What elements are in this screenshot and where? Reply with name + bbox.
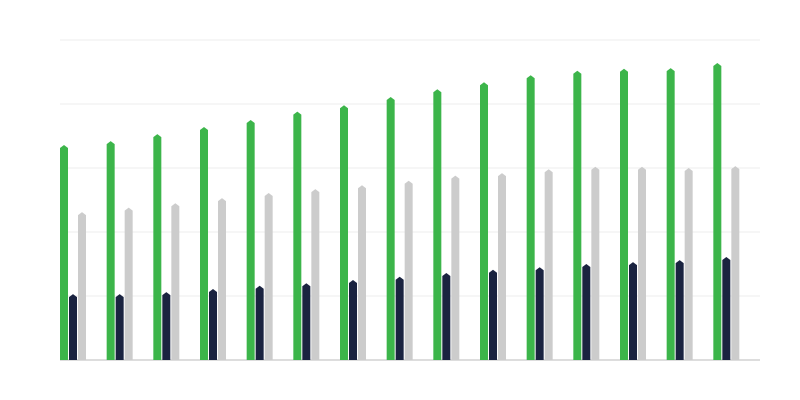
bar xyxy=(200,127,208,360)
bar xyxy=(302,283,311,360)
bar xyxy=(573,70,582,360)
bar xyxy=(722,256,731,360)
bar xyxy=(582,264,591,360)
bar xyxy=(358,185,366,360)
bar xyxy=(162,292,171,360)
bar xyxy=(544,169,553,360)
bar xyxy=(480,82,488,361)
bar xyxy=(620,68,628,361)
bar xyxy=(489,269,497,360)
bar xyxy=(255,285,264,360)
bar xyxy=(78,212,86,360)
bar xyxy=(451,175,460,360)
bar xyxy=(404,180,413,360)
bar xyxy=(106,141,115,360)
bar xyxy=(171,203,180,360)
bar xyxy=(526,75,535,360)
bar xyxy=(69,294,77,360)
bar xyxy=(153,134,162,360)
bar xyxy=(713,63,722,360)
bar xyxy=(115,294,124,360)
bar xyxy=(60,144,68,360)
bar xyxy=(442,272,451,360)
bar xyxy=(349,280,357,360)
bar xyxy=(535,267,544,360)
bar xyxy=(591,166,600,360)
bar xyxy=(293,111,302,361)
bar xyxy=(731,166,740,360)
bar xyxy=(386,96,395,361)
bar xyxy=(684,168,693,360)
bar xyxy=(340,105,348,360)
bar xyxy=(395,276,404,360)
bar xyxy=(675,260,684,360)
bar xyxy=(246,120,255,360)
bar xyxy=(218,198,226,360)
bar xyxy=(666,68,675,360)
bar xyxy=(311,189,320,360)
bar xyxy=(264,192,273,360)
bar xyxy=(433,89,442,360)
bar xyxy=(629,262,637,360)
bar xyxy=(498,173,506,360)
bar xyxy=(638,166,646,360)
bar xyxy=(209,288,217,360)
bar xyxy=(124,207,133,360)
